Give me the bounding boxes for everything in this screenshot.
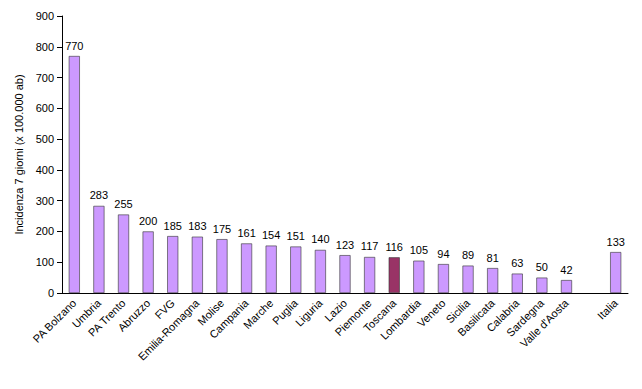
svg-text:PA Bolzano: PA Bolzano — [30, 296, 79, 345]
svg-text:161: 161 — [237, 227, 255, 239]
svg-text:116: 116 — [385, 241, 403, 253]
svg-text:151: 151 — [287, 230, 305, 242]
svg-text:400: 400 — [36, 164, 54, 176]
svg-text:140: 140 — [311, 233, 329, 245]
svg-text:94: 94 — [437, 248, 449, 260]
svg-text:Lazio: Lazio — [322, 296, 350, 324]
svg-text:500: 500 — [36, 133, 54, 145]
svg-text:FVG: FVG — [152, 296, 177, 322]
svg-text:200: 200 — [139, 215, 157, 227]
svg-text:Italia: Italia — [595, 296, 621, 322]
svg-text:200: 200 — [36, 225, 54, 237]
svg-text:700: 700 — [36, 72, 54, 84]
svg-text:PA Trento: PA Trento — [85, 296, 128, 339]
svg-text:Valle d'Aosta: Valle d'Aosta — [518, 296, 572, 350]
svg-text:183: 183 — [188, 220, 206, 232]
svg-text:Basilicata: Basilicata — [455, 296, 497, 339]
svg-text:Umbria: Umbria — [69, 296, 104, 331]
svg-text:255: 255 — [114, 198, 132, 210]
svg-text:Calabria: Calabria — [484, 296, 522, 335]
svg-text:105: 105 — [410, 244, 428, 256]
svg-text:81: 81 — [487, 252, 499, 264]
svg-text:900: 900 — [36, 10, 54, 22]
svg-text:Sardegna: Sardegna — [503, 296, 547, 339]
svg-text:Incidenza 7 giorni (x 100.000: Incidenza 7 giorni (x 100.000 ab) — [13, 74, 25, 234]
svg-text:Emilia-Romagna: Emilia-Romagna — [136, 296, 203, 363]
svg-text:Sicilia: Sicilia — [443, 296, 473, 326]
svg-text:Molise: Molise — [195, 296, 227, 328]
svg-text:Marche: Marche — [241, 297, 275, 331]
svg-text:117: 117 — [361, 240, 379, 252]
svg-text:133: 133 — [607, 236, 625, 248]
svg-text:123: 123 — [336, 239, 354, 251]
svg-text:63: 63 — [511, 257, 523, 269]
svg-text:Piemonte: Piemonte — [332, 296, 374, 339]
svg-text:Liguria: Liguria — [293, 296, 325, 328]
svg-text:Puglia: Puglia — [269, 296, 300, 327]
svg-text:Lombardia: Lombardia — [377, 296, 424, 342]
svg-text:50: 50 — [536, 261, 548, 273]
svg-text:600: 600 — [36, 102, 54, 114]
svg-text:Abruzzo: Abruzzo — [115, 297, 152, 334]
svg-text:42: 42 — [560, 264, 572, 276]
svg-text:Veneto: Veneto — [415, 297, 448, 330]
svg-text:100: 100 — [36, 256, 54, 268]
svg-text:154: 154 — [262, 229, 280, 241]
svg-text:Campania: Campania — [206, 296, 251, 341]
svg-text:185: 185 — [164, 220, 182, 232]
svg-text:89: 89 — [462, 249, 474, 261]
svg-text:0: 0 — [48, 287, 54, 299]
svg-text:300: 300 — [36, 195, 54, 207]
svg-text:770: 770 — [65, 40, 83, 52]
svg-text:800: 800 — [36, 41, 54, 53]
svg-text:175: 175 — [213, 223, 231, 235]
svg-text:Toscana: Toscana — [361, 296, 399, 335]
svg-text:283: 283 — [90, 189, 108, 201]
